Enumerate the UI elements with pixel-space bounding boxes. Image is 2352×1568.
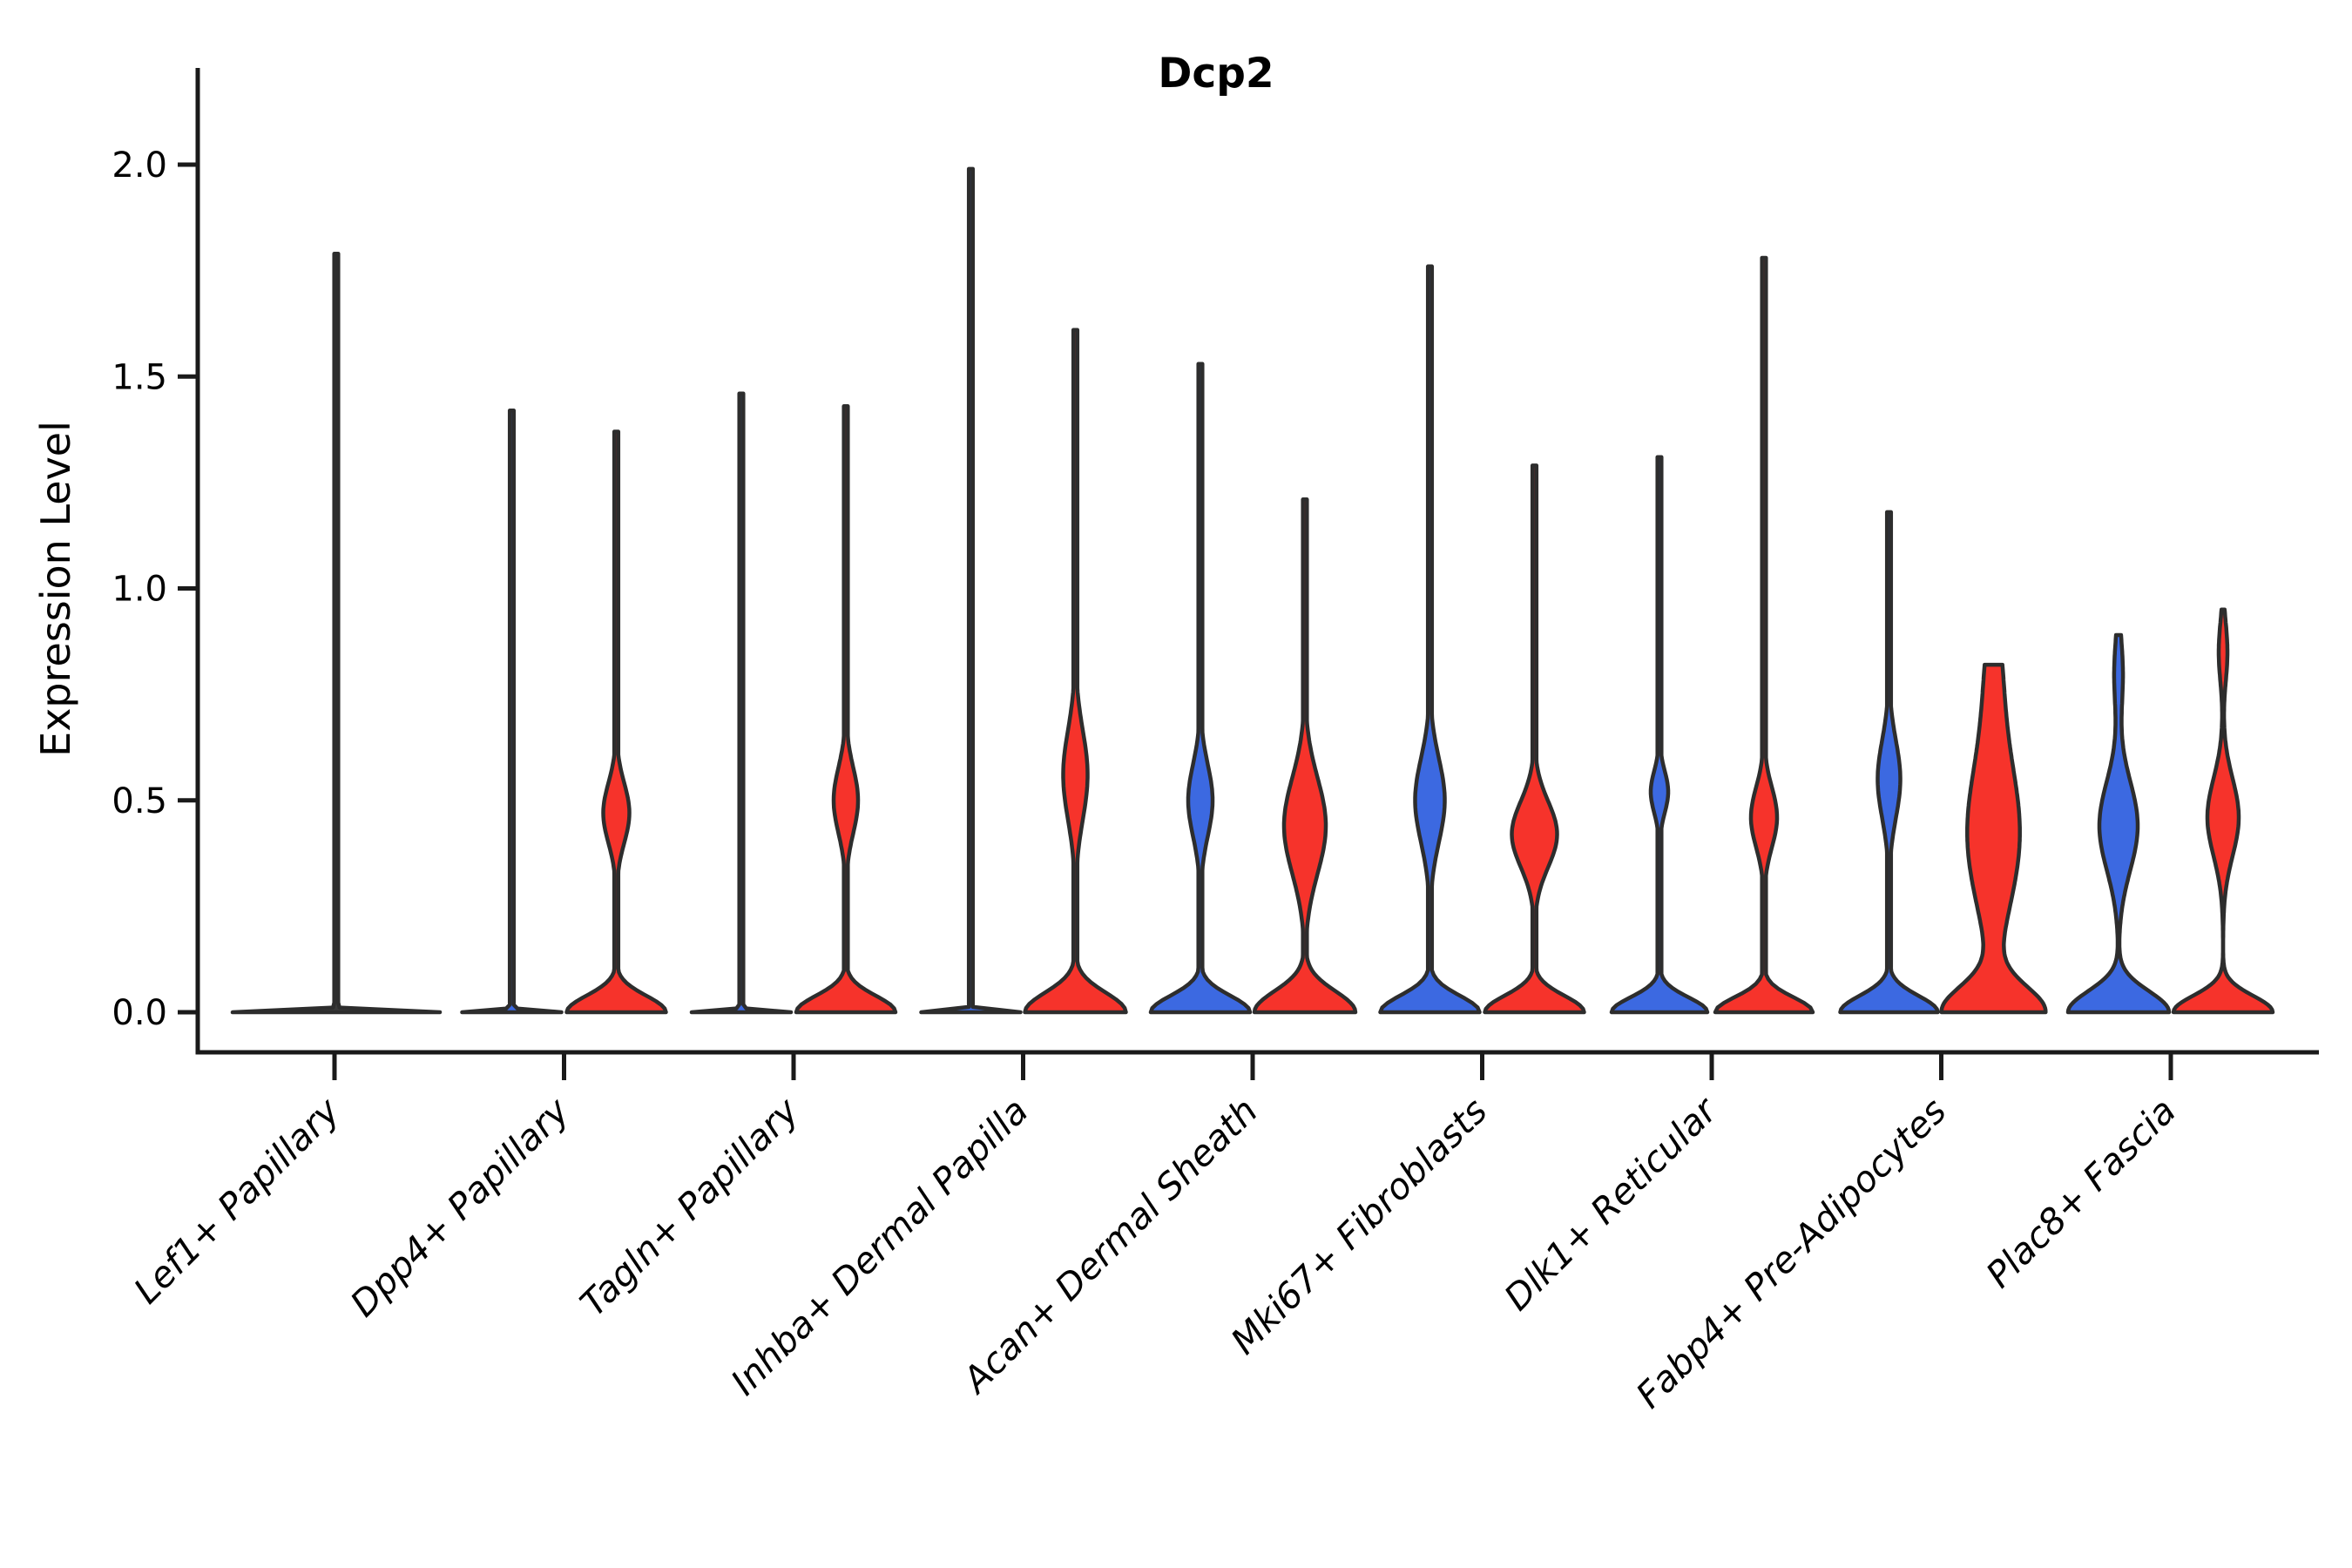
violin-9-right [2171,607,2275,1015]
y-axis-ticks: 0.0 0.5 1.0 1.5 2.0 [112,145,198,1033]
violin-5-right [1252,497,1358,1015]
violin-1-center [230,251,443,1015]
x-tick-label-3: Tagln+ Papillary [572,1090,808,1325]
violin-8-right [1939,662,2048,1015]
y-tick-label-2.0: 2.0 [112,145,167,186]
y-tick-label-1.0: 1.0 [112,570,167,610]
y-tick-label-0.5: 0.5 [112,781,167,821]
violin-2-left [460,408,564,1015]
axes-layer [195,68,2319,1055]
violins-layer [230,166,2275,1015]
violin-6-right [1483,463,1586,1015]
violin-3-left [689,391,794,1015]
x-tick-label-9: Plac8+ Fascia [1978,1090,2184,1295]
x-tick-label-7: Dlk1+ Reticular [1497,1089,1727,1319]
x-tick-label-1: Lef1+ Papillary [125,1090,348,1312]
violin-2-right [564,429,668,1015]
x-tick-label-2: Dpp4+ Papillary [342,1090,578,1325]
violin-4-right [1023,328,1128,1015]
x-tick-label-6: Mki67+ Fibroblasts [1223,1090,1496,1362]
y-tick-label-0.0: 0.0 [112,993,167,1033]
y-axis-label: Expression Level [32,421,79,757]
violin-4-left [919,166,1023,1015]
violin-9-left [2065,632,2172,1015]
violin-7-left [1609,455,1710,1015]
violin-7-right [1713,255,1815,1015]
violin-5-left [1148,362,1253,1015]
y-tick-label-1.5: 1.5 [112,357,167,397]
violin-8-left [1838,510,1940,1015]
chart-title: Dcp2 [1158,50,1274,98]
violin-6-left [1378,264,1482,1015]
violin-3-right [794,404,898,1015]
